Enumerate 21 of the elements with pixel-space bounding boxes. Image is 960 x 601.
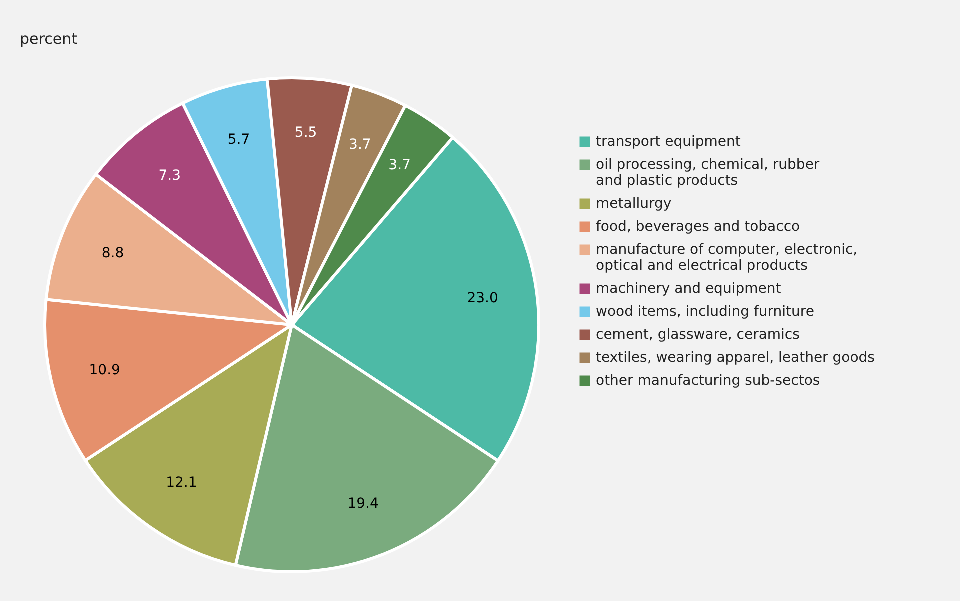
legend-label: transport equipment — [596, 134, 742, 150]
data-label: 8.8 — [102, 246, 124, 262]
data-label: 5.5 — [294, 124, 318, 141]
legend-label: other manufacturing sub-sectos — [596, 373, 820, 389]
data-label: 7.3 — [158, 168, 181, 184]
data-label: 19.4 — [348, 496, 379, 512]
legend-label: machinery and equipment — [596, 281, 782, 297]
data-label: 23.0 — [467, 290, 498, 306]
legend-label: cement, glassware, ceramics — [596, 327, 800, 343]
chart-title: percent — [20, 30, 78, 48]
legend-label: wood items, including furniture — [596, 304, 814, 320]
data-label: 10.9 — [89, 362, 120, 379]
data-label: 3.7 — [388, 157, 411, 174]
legend-label: metallurgy — [596, 196, 672, 212]
data-label: 5.7 — [228, 132, 250, 148]
legend-label: manufacture of computer, electronic, optical and electrical products — [596, 242, 858, 274]
legend-label: food, beverages and tobacco — [596, 219, 800, 235]
data-label: 3.7 — [349, 136, 372, 153]
legend-label: oil processing, chemical, rubber and plastic products — [596, 157, 820, 189]
legend-label: textiles, wearing apparel, leather goods — [596, 350, 875, 366]
data-label: 12.1 — [166, 474, 198, 491]
